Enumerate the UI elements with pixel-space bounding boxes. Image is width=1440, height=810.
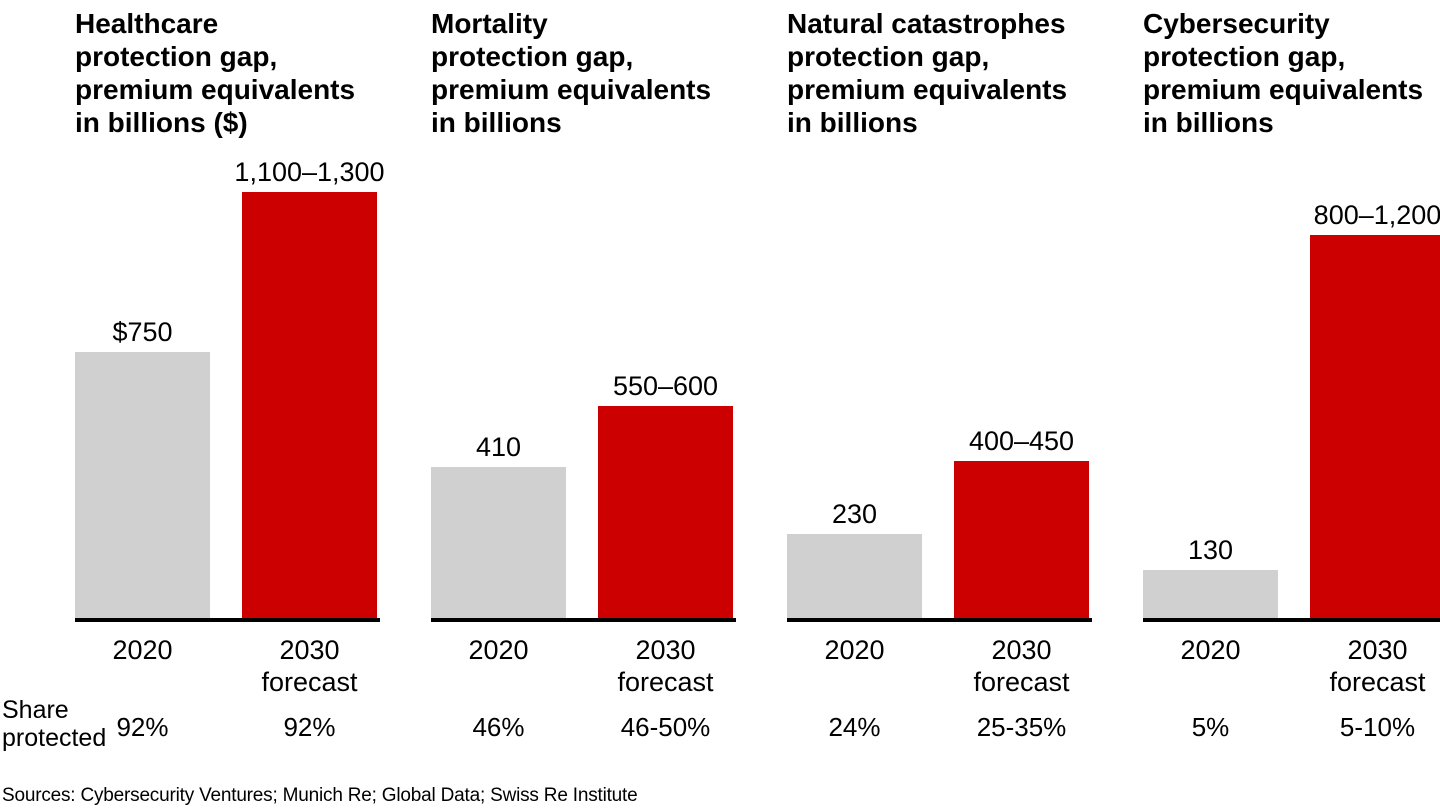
- bar-value-label-2020: 130: [1187, 535, 1234, 565]
- x-tick-2030-forecast: 2030 forecast: [617, 635, 714, 697]
- share-protected-value-2020: 92%: [116, 712, 169, 742]
- x-tick-2030-forecast: 2030 forecast: [973, 635, 1070, 697]
- bar-2030-forecast: [954, 461, 1089, 620]
- bar-2020: [75, 352, 210, 620]
- x-tick-2020: 2020: [112, 635, 173, 665]
- bar-value-label-2020: 410: [475, 432, 522, 462]
- bar-2020: [787, 534, 922, 620]
- share-protected-value-2020: 24%: [828, 712, 881, 742]
- chart-title: Healthcare protection gap, premium equiv…: [75, 8, 356, 138]
- share-protected-value-2030: 46-50%: [620, 712, 711, 742]
- bar-2030-forecast: [1310, 235, 1440, 620]
- x-axis-line: [431, 618, 736, 622]
- x-tick-2020: 2020: [468, 635, 529, 665]
- share-protected-row-label: Share protected: [2, 696, 107, 752]
- x-tick-2020: 2020: [1180, 635, 1241, 665]
- bar-value-label-2030: 550–600: [612, 371, 719, 401]
- x-axis-line: [787, 618, 1092, 622]
- x-axis-line: [75, 618, 380, 622]
- chart-title: Mortality protection gap, premium equiva…: [431, 8, 712, 138]
- bar-2030-forecast: [598, 406, 733, 620]
- bar-value-label-2020: 230: [831, 499, 878, 529]
- bar-value-label-2030: 800–1,200: [1313, 200, 1440, 230]
- chart-panel-healthcare: Healthcare protection gap, premium equiv…: [75, 0, 387, 810]
- x-tick-2030-forecast: 2030 forecast: [1329, 635, 1426, 697]
- bar-value-label-2030: 400–450: [968, 426, 1075, 456]
- share-protected-value-2030: 5-10%: [1339, 712, 1416, 742]
- chart-title: Cybersecurity protection gap, premium eq…: [1143, 8, 1424, 138]
- x-tick-2020: 2020: [824, 635, 885, 665]
- bar-2020: [431, 467, 566, 620]
- chart-title: Natural catastrophes protection gap, pre…: [787, 8, 1068, 138]
- bar-2030-forecast: [242, 192, 377, 620]
- chart-panel-cybersecurity: Cybersecurity protection gap, premium eq…: [1143, 0, 1440, 810]
- share-protected-value-2030: 92%: [283, 712, 336, 742]
- share-protected-value-2020: 5%: [1191, 712, 1230, 742]
- x-axis-line: [1143, 618, 1440, 622]
- bar-value-label-2020: $750: [112, 317, 173, 347]
- share-protected-value-2020: 46%: [472, 712, 525, 742]
- bar-2020: [1143, 570, 1278, 620]
- share-protected-value-2030: 25-35%: [976, 712, 1067, 742]
- sources-note: Sources: Cybersecurity Ventures; Munich …: [2, 785, 638, 806]
- chart-panel-natural-catastrophes: Natural catastrophes protection gap, pre…: [787, 0, 1099, 810]
- chart-panel-mortality: Mortality protection gap, premium equiva…: [431, 0, 743, 810]
- x-tick-2030-forecast: 2030 forecast: [261, 635, 358, 697]
- bar-value-label-2030: 1,100–1,300: [234, 157, 385, 187]
